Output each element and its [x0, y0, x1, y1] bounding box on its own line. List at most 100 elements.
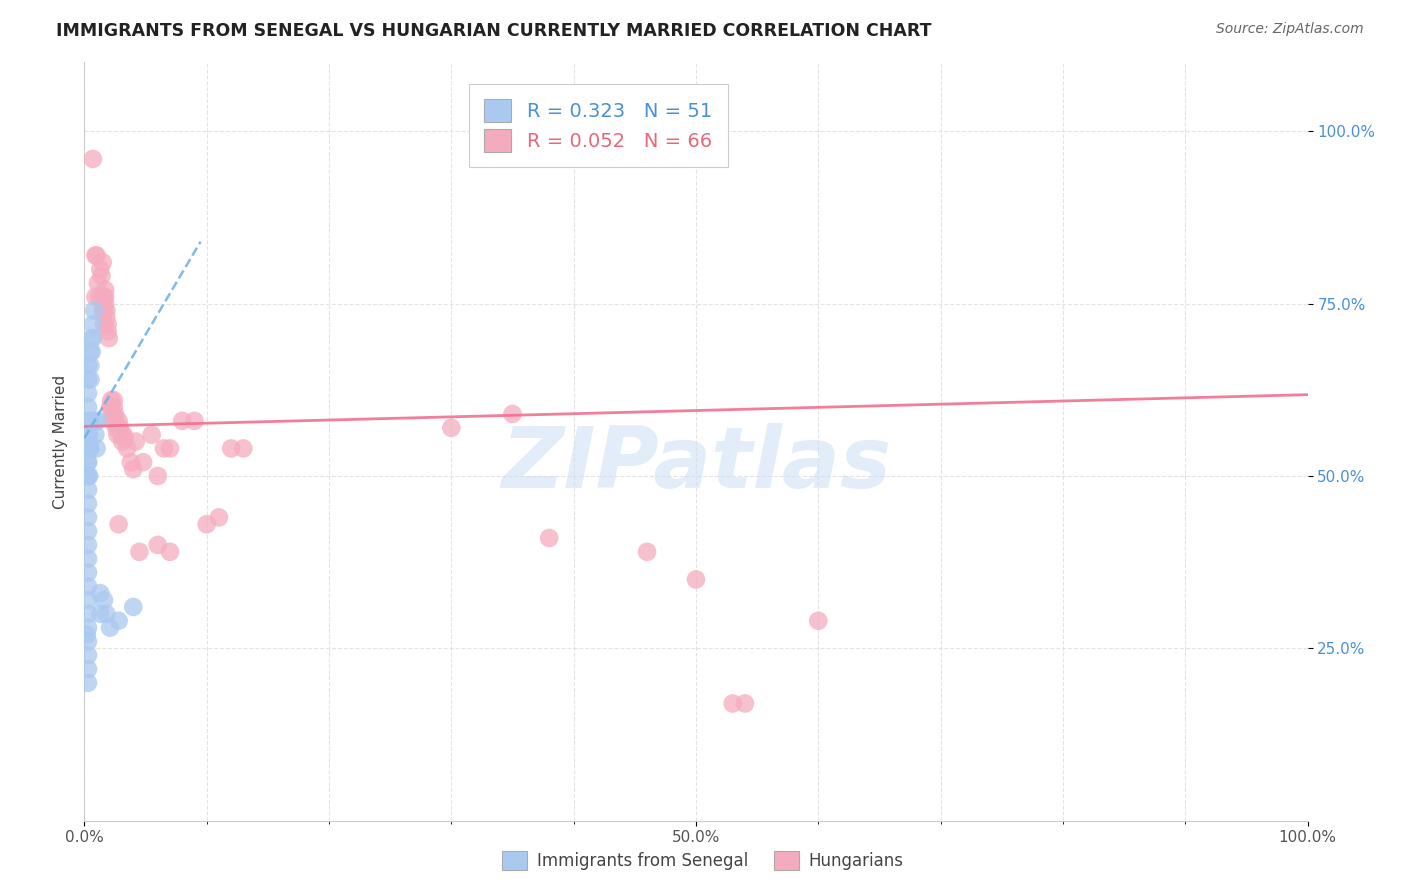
Point [79, 359, 101, 373]
Point [685, 573, 707, 587]
Text: IMMIGRANTS FROM SENEGAL VS HUNGARIAN CURRENTLY MARRIED CORRELATION CHART: IMMIGRANTS FROM SENEGAL VS HUNGARIAN CUR… [56, 22, 932, 40]
Point [77, 662, 100, 676]
Point [734, 697, 756, 711]
Point [183, 414, 205, 428]
Point [107, 614, 129, 628]
Point [101, 407, 124, 421]
Point [79, 372, 101, 386]
Point [77, 510, 100, 524]
Point [84, 427, 107, 442]
Legend: Immigrants from Senegal, Hungarians: Immigrants from Senegal, Hungarians [496, 844, 910, 877]
Point [105, 427, 128, 442]
Point [98, 400, 121, 414]
Point [91, 255, 114, 269]
Point [89, 262, 111, 277]
Point [94, 290, 117, 304]
Text: ZIPatlas: ZIPatlas [501, 423, 891, 506]
Point [77, 551, 100, 566]
Point [219, 442, 242, 456]
Point [82, 318, 104, 332]
Point [94, 283, 117, 297]
Point [87, 276, 110, 290]
Point [232, 442, 254, 456]
Point [153, 442, 176, 456]
Point [77, 607, 100, 621]
Point [97, 318, 120, 332]
Point [172, 414, 194, 428]
Point [110, 427, 132, 442]
Point [96, 303, 118, 318]
Point [93, 303, 115, 318]
Point [96, 607, 118, 621]
Point [86, 442, 108, 456]
Point [111, 434, 134, 449]
Point [105, 421, 128, 435]
Point [93, 290, 115, 304]
Point [77, 400, 100, 414]
Point [195, 517, 218, 532]
Point [77, 634, 100, 648]
Point [141, 427, 163, 442]
Y-axis label: Currently Married: Currently Married [52, 375, 67, 508]
Point [93, 318, 115, 332]
Point [103, 393, 125, 408]
Point [87, 414, 110, 428]
Point [87, 290, 110, 304]
Point [721, 697, 744, 711]
Point [77, 442, 100, 456]
Point [77, 648, 100, 663]
Point [77, 538, 100, 552]
Point [84, 248, 107, 262]
Point [84, 414, 107, 428]
Point [94, 296, 117, 310]
Point [122, 599, 145, 614]
Point [86, 248, 108, 262]
Point [93, 593, 115, 607]
Point [502, 407, 524, 421]
Point [159, 442, 181, 456]
Point [77, 455, 100, 469]
Point [77, 414, 100, 428]
Point [146, 538, 169, 552]
Point [77, 621, 100, 635]
Point [77, 497, 100, 511]
Point [77, 427, 100, 442]
Point [98, 621, 121, 635]
Point [96, 310, 118, 325]
Point [107, 517, 129, 532]
Point [77, 469, 100, 483]
Legend: R = 0.323   N = 51, R = 0.052   N = 66: R = 0.323 N = 51, R = 0.052 N = 66 [468, 84, 728, 168]
Point [77, 359, 100, 373]
Point [91, 303, 114, 318]
Point [208, 510, 231, 524]
Point [77, 579, 100, 593]
Point [159, 545, 181, 559]
Point [132, 455, 155, 469]
Point [103, 400, 125, 414]
Point [79, 345, 101, 359]
Point [77, 524, 100, 538]
Point [636, 545, 658, 559]
Point [112, 427, 135, 442]
Point [80, 331, 103, 345]
Point [89, 607, 111, 621]
Point [77, 566, 100, 580]
Point [77, 372, 100, 386]
Point [80, 345, 103, 359]
Point [82, 331, 104, 345]
Point [77, 469, 100, 483]
Point [104, 407, 127, 421]
Point [91, 290, 114, 304]
Point [100, 400, 122, 414]
Point [807, 614, 830, 628]
Point [97, 331, 120, 345]
Point [440, 421, 463, 435]
Point [107, 414, 129, 428]
Point [77, 675, 100, 690]
Point [89, 586, 111, 600]
Point [120, 455, 142, 469]
Point [83, 303, 105, 318]
Point [104, 414, 127, 428]
Point [77, 483, 100, 497]
Point [77, 386, 100, 401]
